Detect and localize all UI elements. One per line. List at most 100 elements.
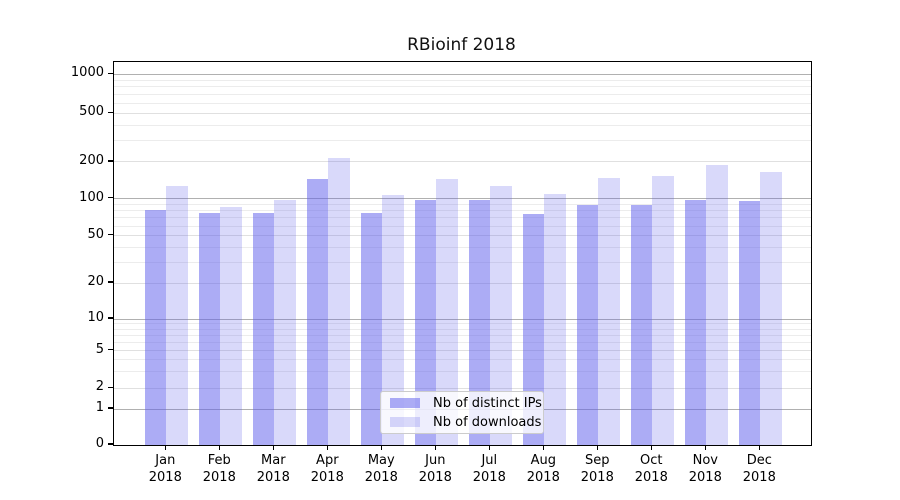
- y-tick-label: 100: [79, 189, 104, 205]
- bar-may-downloads: [382, 195, 404, 445]
- bar-sep-downloads: [598, 177, 620, 445]
- y-tick-mark: [108, 443, 113, 445]
- bar-jul-downloads: [490, 185, 512, 445]
- y-tick-mark: [108, 317, 113, 319]
- bar-mar-distinct-ips: [252, 212, 275, 445]
- x-tick-label: Oct 2018: [634, 453, 668, 485]
- gridline: [114, 225, 811, 227]
- legend-swatch-downloads: [390, 417, 420, 427]
- y-tick-mark: [108, 111, 113, 113]
- bar-nov-downloads: [706, 164, 728, 445]
- bar-jun-distinct-ips: [414, 200, 437, 445]
- y-tick-label: 2: [95, 379, 104, 395]
- bar-feb-downloads: [220, 206, 242, 445]
- bar-mar-downloads: [274, 199, 296, 445]
- gridline: [114, 323, 811, 325]
- y-tick-mark: [108, 72, 113, 75]
- bar-oct-downloads: [652, 175, 674, 445]
- y-tick-mark: [108, 234, 113, 236]
- bar-feb-distinct-ips: [198, 213, 221, 445]
- gridline: [114, 282, 811, 284]
- bar-aug-downloads: [544, 193, 566, 445]
- bar-dec-distinct-ips: [738, 201, 761, 445]
- y-tick-mark: [108, 407, 113, 409]
- y-tick-label: 200: [79, 152, 104, 168]
- y-tick-mark: [108, 349, 113, 351]
- bar-jan-downloads: [166, 185, 188, 445]
- plot-area: [113, 61, 812, 446]
- bar-sep-distinct-ips: [576, 205, 599, 445]
- x-tick-mark: [218, 445, 220, 451]
- bar-jul-distinct-ips: [468, 200, 491, 445]
- x-tick-label: Nov 2018: [688, 453, 722, 485]
- gridline: [114, 261, 811, 263]
- bar-oct-distinct-ips: [630, 204, 653, 445]
- x-tick-mark: [542, 445, 544, 451]
- legend-item-downloads: Nb of downloads: [390, 415, 543, 430]
- x-tick-mark: [650, 445, 652, 451]
- legend-item-distinct-ips: Nb of distinct IPs: [390, 396, 543, 411]
- bar-aug-distinct-ips: [522, 214, 545, 445]
- legend: Nb of distinct IPs Nb of downloads: [380, 391, 544, 434]
- gridline: [114, 387, 811, 389]
- gridline: [114, 79, 811, 81]
- gridline: [114, 210, 811, 212]
- gridline: [114, 350, 811, 352]
- y-tick-label: 50: [87, 226, 104, 242]
- bar-may-distinct-ips: [360, 212, 383, 445]
- x-tick-label: Jul 2018: [472, 453, 506, 485]
- chart-title: RBioinf 2018: [407, 35, 516, 55]
- gridline: [114, 217, 811, 219]
- x-tick-mark: [326, 445, 328, 451]
- y-tick-label: 10: [87, 310, 104, 326]
- x-tick-label: Sep 2018: [580, 453, 614, 485]
- y-tick-mark: [108, 160, 113, 162]
- gridline: [114, 198, 811, 200]
- gridline: [114, 73, 811, 75]
- x-tick-mark: [272, 445, 274, 451]
- x-tick-mark: [758, 445, 760, 451]
- x-tick-label: Apr 2018: [310, 453, 344, 485]
- bar-jan-distinct-ips: [144, 209, 167, 445]
- gridline: [114, 359, 811, 361]
- gridline: [114, 328, 811, 330]
- gridline: [114, 102, 811, 104]
- gridline: [114, 139, 811, 141]
- x-tick-mark: [704, 445, 706, 451]
- gridline: [114, 246, 811, 248]
- gridline: [114, 161, 811, 163]
- y-tick-label: 500: [79, 104, 104, 120]
- gridline: [114, 112, 811, 114]
- gridline: [114, 334, 811, 336]
- gridline: [114, 86, 811, 88]
- y-tick-label: 1000: [70, 65, 104, 81]
- x-tick-label: Feb 2018: [202, 453, 236, 485]
- bar-nov-distinct-ips: [684, 199, 707, 445]
- y-tick-mark: [108, 386, 113, 389]
- gridline: [114, 341, 811, 343]
- gridline: [114, 371, 811, 373]
- x-tick-label: May 2018: [364, 453, 398, 485]
- gridline: [114, 318, 811, 320]
- y-tick-label: 1: [95, 400, 104, 416]
- y-tick-label: 20: [87, 274, 104, 290]
- gridline: [114, 124, 811, 126]
- y-tick-mark: [108, 281, 113, 283]
- x-tick-mark: [164, 445, 166, 451]
- y-tick-mark: [108, 196, 113, 199]
- bar-apr-distinct-ips: [306, 179, 329, 445]
- x-tick-label: Jun 2018: [418, 453, 452, 485]
- gridline: [114, 235, 811, 237]
- x-tick-mark: [596, 445, 598, 451]
- x-tick-mark: [380, 445, 382, 451]
- y-tick-label: 5: [95, 341, 104, 357]
- gridline: [114, 93, 811, 95]
- legend-label-downloads: Nb of downloads: [433, 414, 542, 430]
- legend-label-distinct-ips: Nb of distinct IPs: [433, 395, 542, 411]
- legend-swatch-distinct-ips: [390, 398, 420, 408]
- bar-dec-downloads: [760, 172, 782, 445]
- x-tick-label: Aug 2018: [526, 453, 560, 485]
- x-tick-mark: [488, 445, 490, 451]
- x-tick-label: Dec 2018: [742, 453, 776, 485]
